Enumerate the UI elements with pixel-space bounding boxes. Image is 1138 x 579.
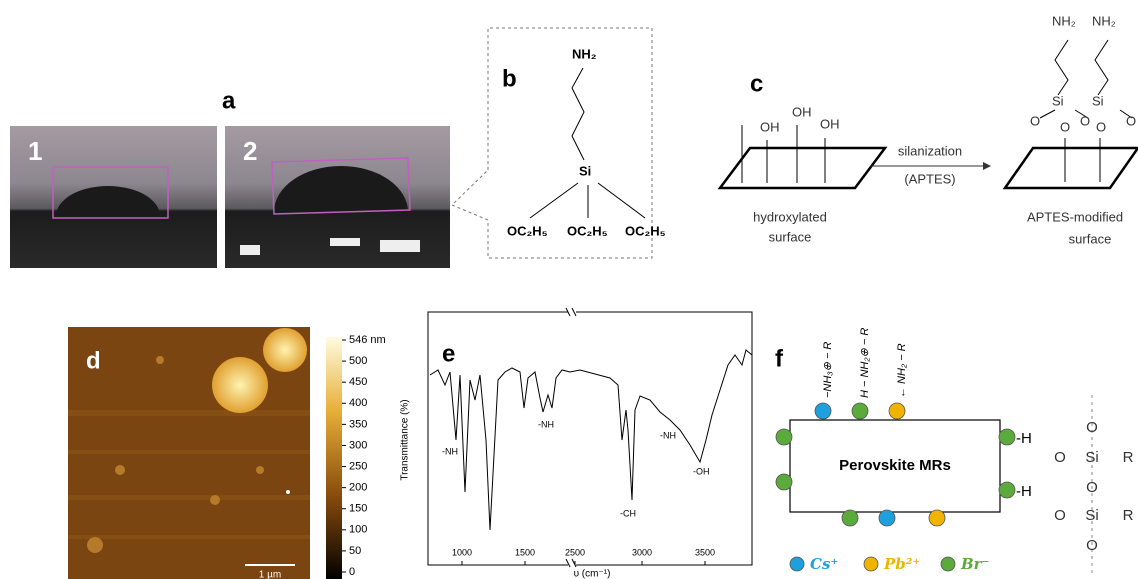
caption: APTES-modified	[1027, 209, 1123, 224]
atom: OH	[792, 104, 812, 119]
atom: O	[1096, 119, 1106, 134]
arrow-label: (APTES)	[904, 171, 955, 186]
atom: OC₂H₅	[625, 223, 666, 238]
particle	[263, 328, 307, 372]
axis-label: υ (cm⁻¹)	[574, 569, 611, 579]
tick-label: 3000	[632, 547, 652, 557]
atom: O	[1086, 479, 1098, 496]
panel-a: a 1 2	[10, 87, 450, 268]
bond	[530, 183, 578, 218]
peak-label: -CH	[620, 508, 636, 518]
atom: Si	[1092, 93, 1104, 108]
atom: OC₂H₅	[567, 223, 608, 238]
surface	[1005, 148, 1138, 188]
figure: a 1 2 b NH₂ Si OC₂H₅ OC₂H₅ OC₂H₅ c OH OH…	[0, 0, 1138, 579]
atom: Si	[579, 163, 591, 178]
atom: O	[1054, 507, 1066, 524]
plot-frame	[428, 312, 752, 565]
legend-entry: Cs⁺	[810, 555, 838, 573]
image-label: 1	[28, 136, 42, 166]
peak-label: -NH	[538, 419, 554, 429]
legend-entry: Br⁻	[960, 555, 990, 573]
atom: OH	[760, 119, 780, 134]
tick-label: 50	[349, 545, 361, 557]
panel-label: c	[750, 70, 763, 97]
caption: surface	[769, 229, 812, 244]
tick-label: 400	[349, 397, 367, 409]
arrow-label: silanization	[898, 143, 962, 158]
tick-label: 3500	[695, 547, 715, 557]
image-label: 2	[243, 136, 257, 166]
peak-label: -NH	[660, 430, 676, 440]
panel-d	[68, 327, 342, 579]
atom: OH	[820, 116, 840, 131]
atom: Si	[1052, 93, 1064, 108]
tick-label: 500	[349, 355, 367, 367]
tick-label: 150	[349, 503, 367, 515]
surface	[720, 148, 885, 188]
colorbar	[326, 337, 342, 579]
tick-label: 100	[349, 524, 367, 536]
atom: OC₂H₅	[507, 223, 548, 238]
caption: surface	[1069, 231, 1112, 246]
atom: O	[1060, 119, 1070, 134]
callout	[452, 28, 652, 258]
tick-label: 200	[349, 482, 367, 494]
peak-label: -OH	[693, 466, 710, 476]
atom: O	[1054, 449, 1066, 466]
panel-label: e	[442, 340, 455, 367]
atom: R	[1123, 449, 1134, 466]
tick-label: 300	[349, 439, 367, 451]
atom: NH₂	[1052, 13, 1076, 28]
peak-label: -NH	[442, 446, 458, 456]
axis-label: Transmittance (%)	[400, 399, 411, 480]
atom: Si	[1085, 507, 1098, 524]
tick-label: 1000	[452, 547, 472, 557]
panel-e	[428, 306, 752, 571]
tick-label: 0	[349, 566, 355, 578]
tick-label: 546 nm	[349, 334, 386, 346]
tick-label: 1500	[515, 547, 535, 557]
tick-label: 350	[349, 418, 367, 430]
panel-f	[776, 395, 1092, 575]
bond	[598, 183, 645, 218]
tick-label: 450	[349, 376, 367, 388]
x-ticks: 1000 1500 2500 3000 3500	[452, 547, 715, 565]
atom: R	[1123, 507, 1134, 524]
particle	[212, 357, 268, 413]
panel-b	[452, 28, 652, 258]
atom: O	[1080, 113, 1090, 128]
panel-label: d	[86, 347, 101, 374]
bond: -H	[1016, 430, 1032, 447]
tick-label: 2500	[565, 547, 585, 557]
spectrum	[430, 350, 752, 530]
panel-label: b	[502, 65, 517, 92]
scale-label: 1 µm	[259, 570, 281, 579]
panel-label: f	[775, 345, 784, 372]
panel-c	[720, 40, 1138, 188]
core-label: Perovskite MRs	[839, 457, 951, 474]
bond: -H	[1016, 483, 1032, 500]
atom: O	[1086, 537, 1098, 554]
legend-entry: Pb²⁺	[883, 555, 920, 573]
ligand: −NH₃⊕ − R	[822, 342, 834, 398]
atom: Si	[1085, 449, 1098, 466]
atom: NH₂	[572, 46, 597, 61]
ligand: ← NH₂ − R	[896, 343, 908, 398]
atom: O	[1126, 113, 1136, 128]
atom: O	[1030, 113, 1040, 128]
atom: NH₂	[1092, 13, 1116, 28]
bond	[572, 68, 584, 160]
ligand: H − NH₂⊕ − R	[859, 328, 871, 398]
atom: O	[1086, 419, 1098, 436]
panel-label: a	[222, 87, 236, 114]
caption: hydroxylated	[753, 209, 827, 224]
tick-label: 250	[349, 460, 367, 472]
